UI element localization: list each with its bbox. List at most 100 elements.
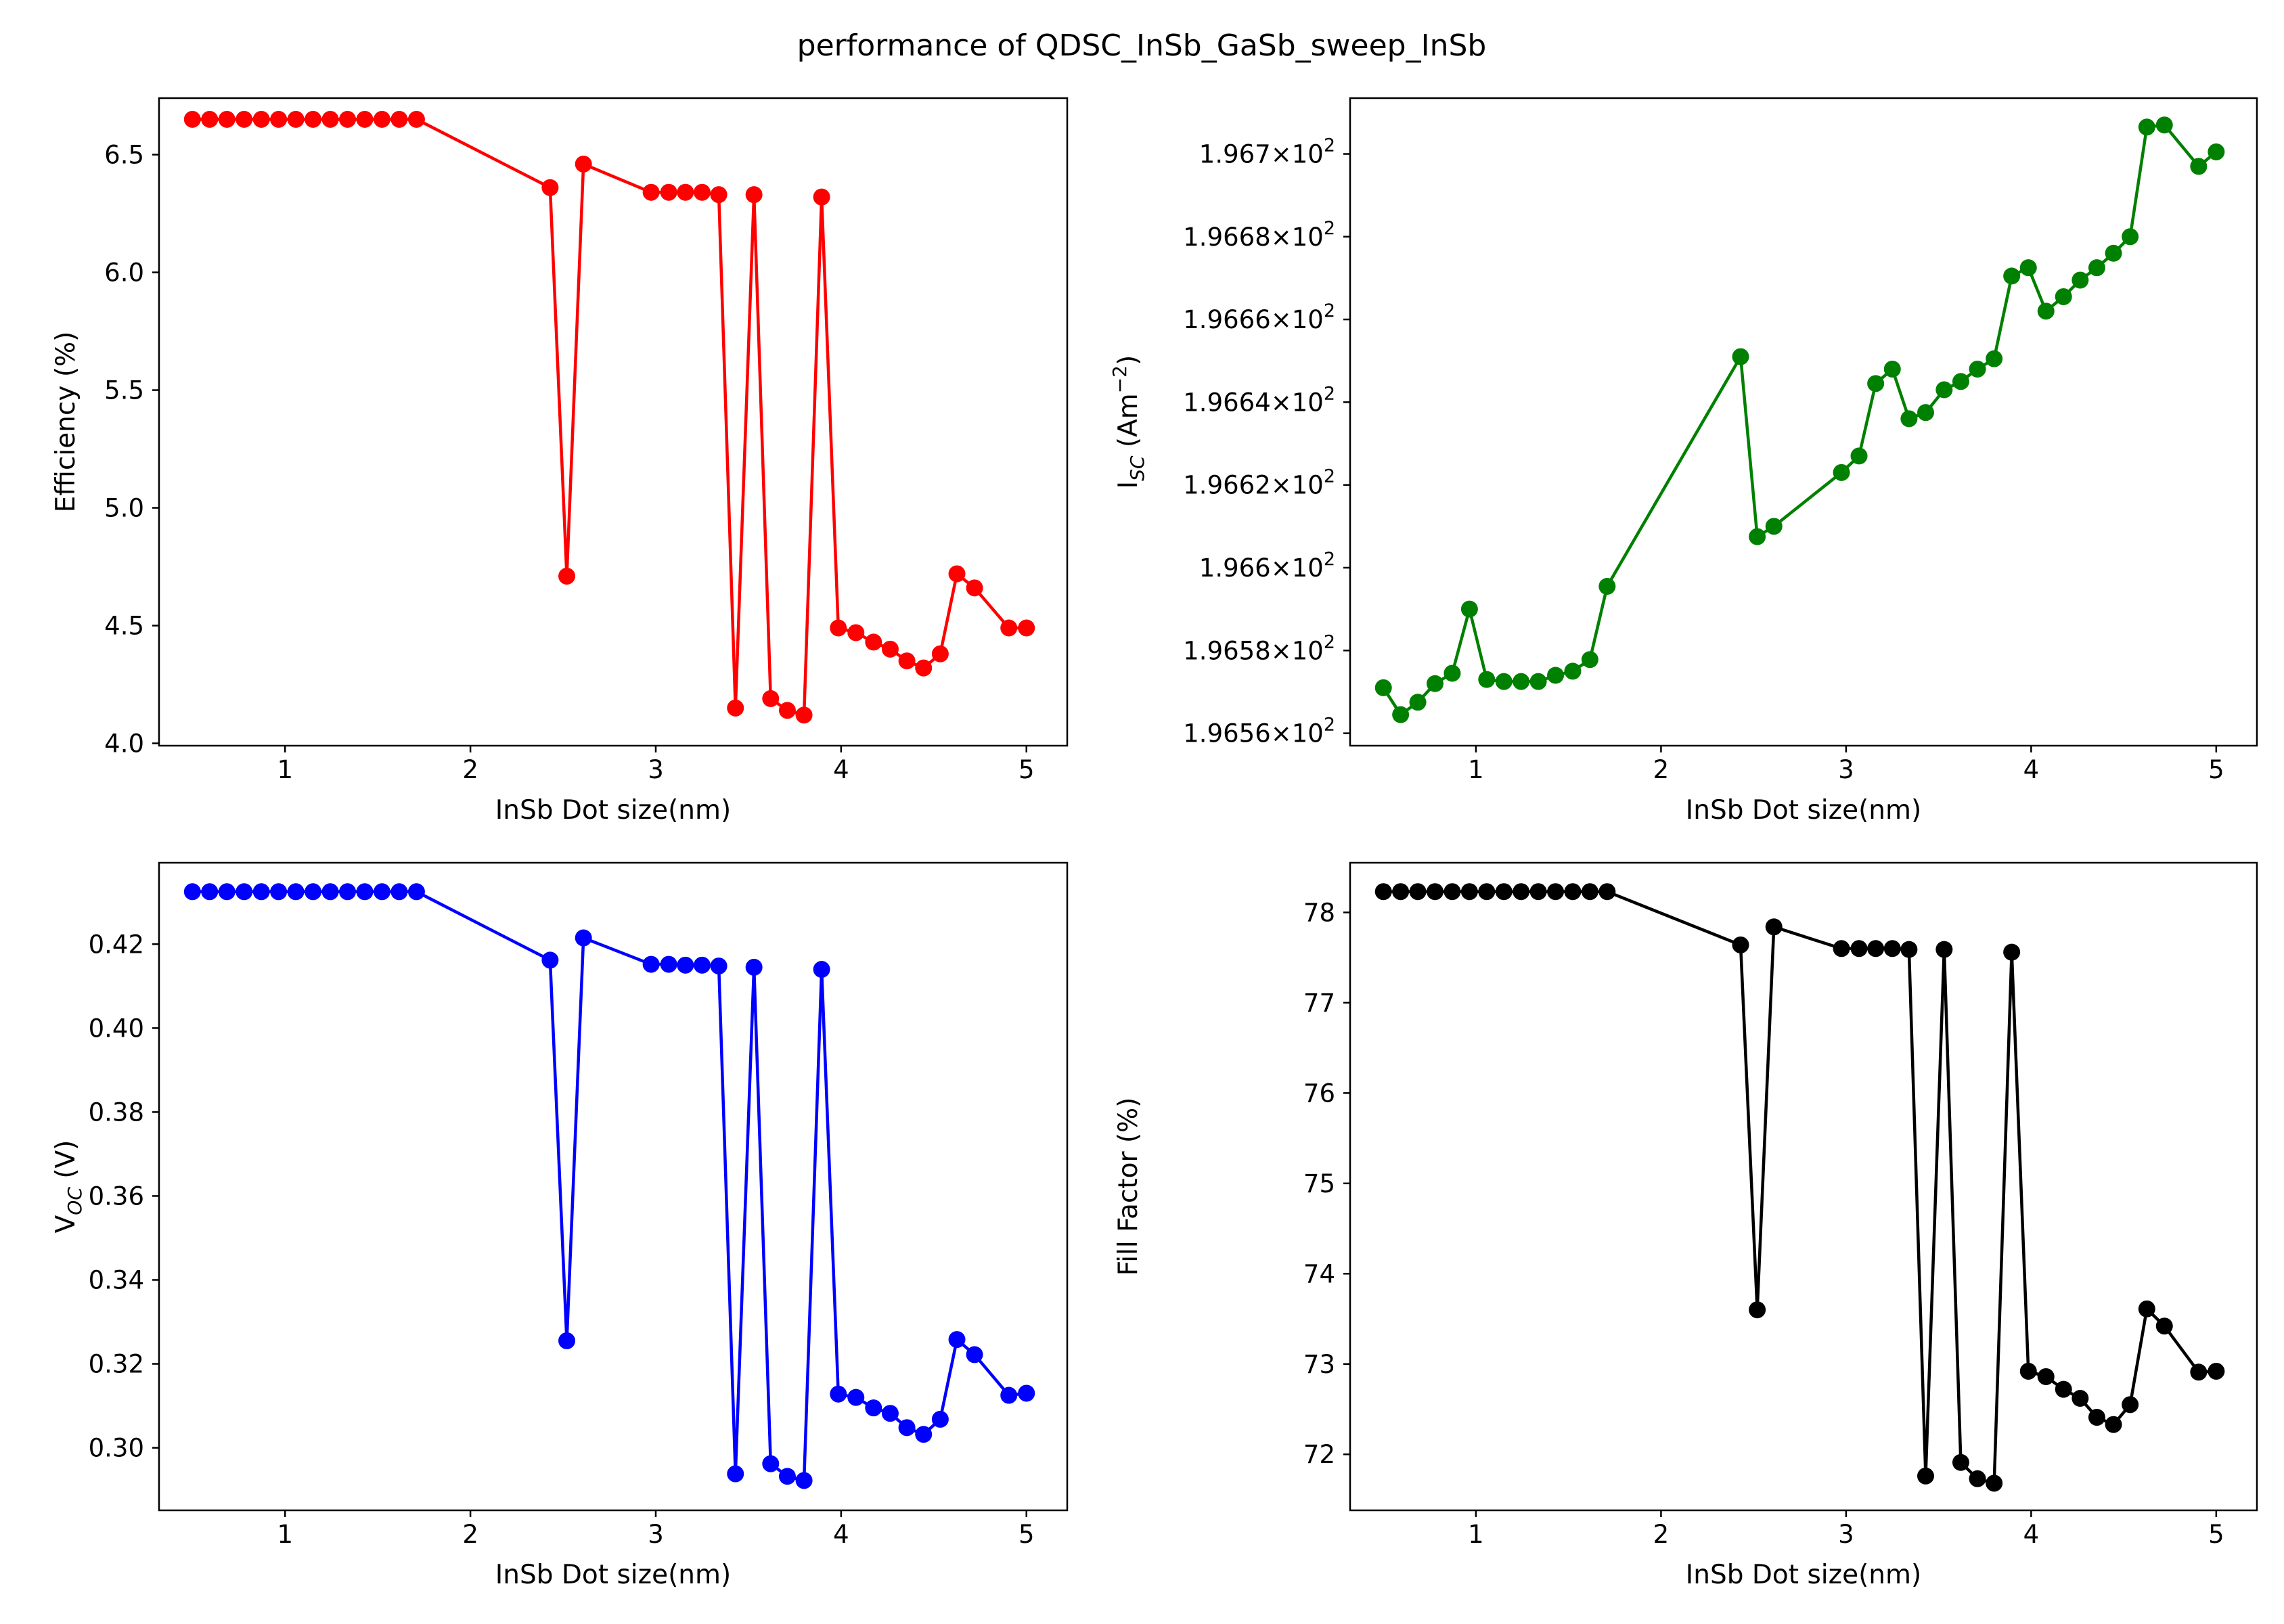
fill-factor-point	[2072, 1389, 2089, 1407]
fill-factor-point	[1392, 883, 1410, 901]
panel-voc: 1 2 3 4 5 0.30 0.32 0.34 0.36 0.38 0.40 0.42 InSb Do…	[51, 861, 1069, 1590]
efficiency-point	[881, 640, 899, 658]
voc-point	[252, 883, 270, 901]
voc-point	[813, 961, 830, 978]
isc-x-tick-label: 3	[1838, 755, 1854, 784]
isc-point	[2072, 271, 2089, 289]
fill-factor-point	[2088, 1409, 2105, 1426]
efficiency-axes-frame	[158, 97, 1069, 747]
fill-factor-point	[1529, 883, 1547, 901]
fill-factor-point	[2138, 1300, 2155, 1317]
fill-factor-point	[1969, 1470, 1986, 1487]
isc-point	[1917, 404, 1934, 422]
fill-factor-x-axis-label: InSb Dot size(nm)	[1686, 1560, 1921, 1590]
efficiency-y-tick-label: 4.0	[104, 729, 144, 759]
efficiency-point	[575, 155, 592, 173]
fill-factor-point	[1443, 883, 1461, 901]
voc-point	[558, 1332, 576, 1349]
voc-y-tick-label: 0.30	[89, 1434, 144, 1463]
efficiency-point	[218, 110, 236, 128]
efficiency-point	[321, 110, 339, 128]
fill-factor-point	[1495, 883, 1513, 901]
isc-point	[1443, 664, 1461, 682]
isc-x-tick-label: 1	[1468, 755, 1484, 784]
voc-point	[778, 1468, 796, 1485]
isc-x-tick-label: 5	[2208, 755, 2224, 784]
isc-y-tick-label: 1.9666×102	[1183, 300, 1335, 334]
fill-factor-point	[2105, 1416, 2122, 1433]
fill-factor-axes-frame	[1349, 861, 2258, 1512]
fill-factor-point	[1513, 883, 1530, 901]
voc-point	[727, 1465, 744, 1483]
voc-point	[915, 1426, 933, 1443]
fill-factor-x-tick-label: 3	[1838, 1520, 1854, 1549]
isc-point	[1392, 706, 1410, 723]
efficiency-point	[270, 110, 288, 128]
efficiency-point	[541, 179, 559, 196]
voc-y-tick-label: 0.38	[89, 1098, 144, 1127]
panel-isc: 1 2 3 4 5 1.9656×102 1.9658×102 1.966×102 1.9662…	[1109, 97, 2258, 826]
fill-factor-point	[1765, 918, 1783, 936]
isc-point	[2003, 267, 2021, 285]
fill-factor-point	[2190, 1363, 2208, 1381]
voc-y-tick-label: 0.42	[89, 930, 144, 959]
isc-point	[1765, 518, 1783, 535]
isc-point	[1495, 673, 1513, 690]
efficiency-x-tick-label: 2	[462, 755, 478, 784]
voc-point	[541, 951, 559, 969]
isc-point	[1952, 373, 1969, 390]
efficiency-y-tick-label: 4.5	[104, 612, 144, 641]
isc-point	[1883, 360, 1901, 378]
isc-y-tick-label: 1.9656×102	[1183, 715, 1335, 748]
efficiency-point	[813, 188, 830, 206]
efficiency-y-tick-label: 5.5	[104, 376, 144, 405]
efficiency-point	[558, 567, 576, 585]
efficiency-y-tick-label: 5.0	[104, 494, 144, 523]
isc-point	[2037, 302, 2055, 320]
voc-point	[183, 883, 201, 901]
efficiency-point	[931, 645, 949, 662]
voc-axes-frame	[158, 861, 1069, 1512]
voc-point	[847, 1389, 865, 1406]
voc-x-axis-label: InSb Dot size(nm)	[495, 1560, 731, 1590]
isc-point	[1867, 375, 1885, 392]
fill-factor-y-tick-label: 78	[1303, 898, 1335, 927]
efficiency-point	[373, 110, 390, 128]
efficiency-y-tick-label: 6.5	[104, 141, 144, 170]
voc-point	[218, 883, 236, 901]
fill-factor-y-axis-label: Fill Factor (%)	[1113, 1098, 1144, 1276]
efficiency-point	[183, 110, 201, 128]
efficiency-point	[847, 624, 865, 641]
voc-point	[865, 1399, 882, 1417]
voc-point	[339, 883, 357, 901]
isc-point	[1749, 528, 1766, 545]
efficiency-point	[339, 110, 357, 128]
isc-point	[2155, 116, 2173, 134]
fill-factor-point	[1581, 883, 1598, 901]
fill-factor-y-tick-label: 73	[1303, 1350, 1335, 1379]
efficiency-point	[1018, 619, 1035, 637]
efficiency-x-tick-label: 3	[648, 755, 664, 784]
voc-x-tick-label: 1	[277, 1520, 293, 1549]
fill-factor-y-tick-label: 76	[1303, 1079, 1335, 1108]
voc-y-tick-label: 0.32	[89, 1350, 144, 1379]
voc-point	[373, 883, 390, 901]
isc-point	[2105, 244, 2122, 262]
voc-point	[1018, 1384, 1035, 1402]
fill-factor-point	[1883, 940, 1901, 957]
efficiency-point	[830, 619, 847, 637]
efficiency-point	[407, 110, 425, 128]
fill-factor-y-tick-label: 72	[1303, 1440, 1335, 1469]
isc-point	[1409, 694, 1427, 711]
voc-point	[931, 1410, 949, 1428]
fill-factor-point	[1598, 883, 1616, 901]
isc-point	[2190, 158, 2208, 175]
isc-point	[1935, 381, 1953, 399]
fill-factor-point	[2037, 1368, 2055, 1385]
voc-point	[407, 883, 425, 901]
voc-point	[745, 958, 763, 976]
fill-factor-y-tick-label: 74	[1303, 1259, 1335, 1288]
isc-point	[1732, 348, 1749, 365]
efficiency-point	[305, 110, 322, 128]
